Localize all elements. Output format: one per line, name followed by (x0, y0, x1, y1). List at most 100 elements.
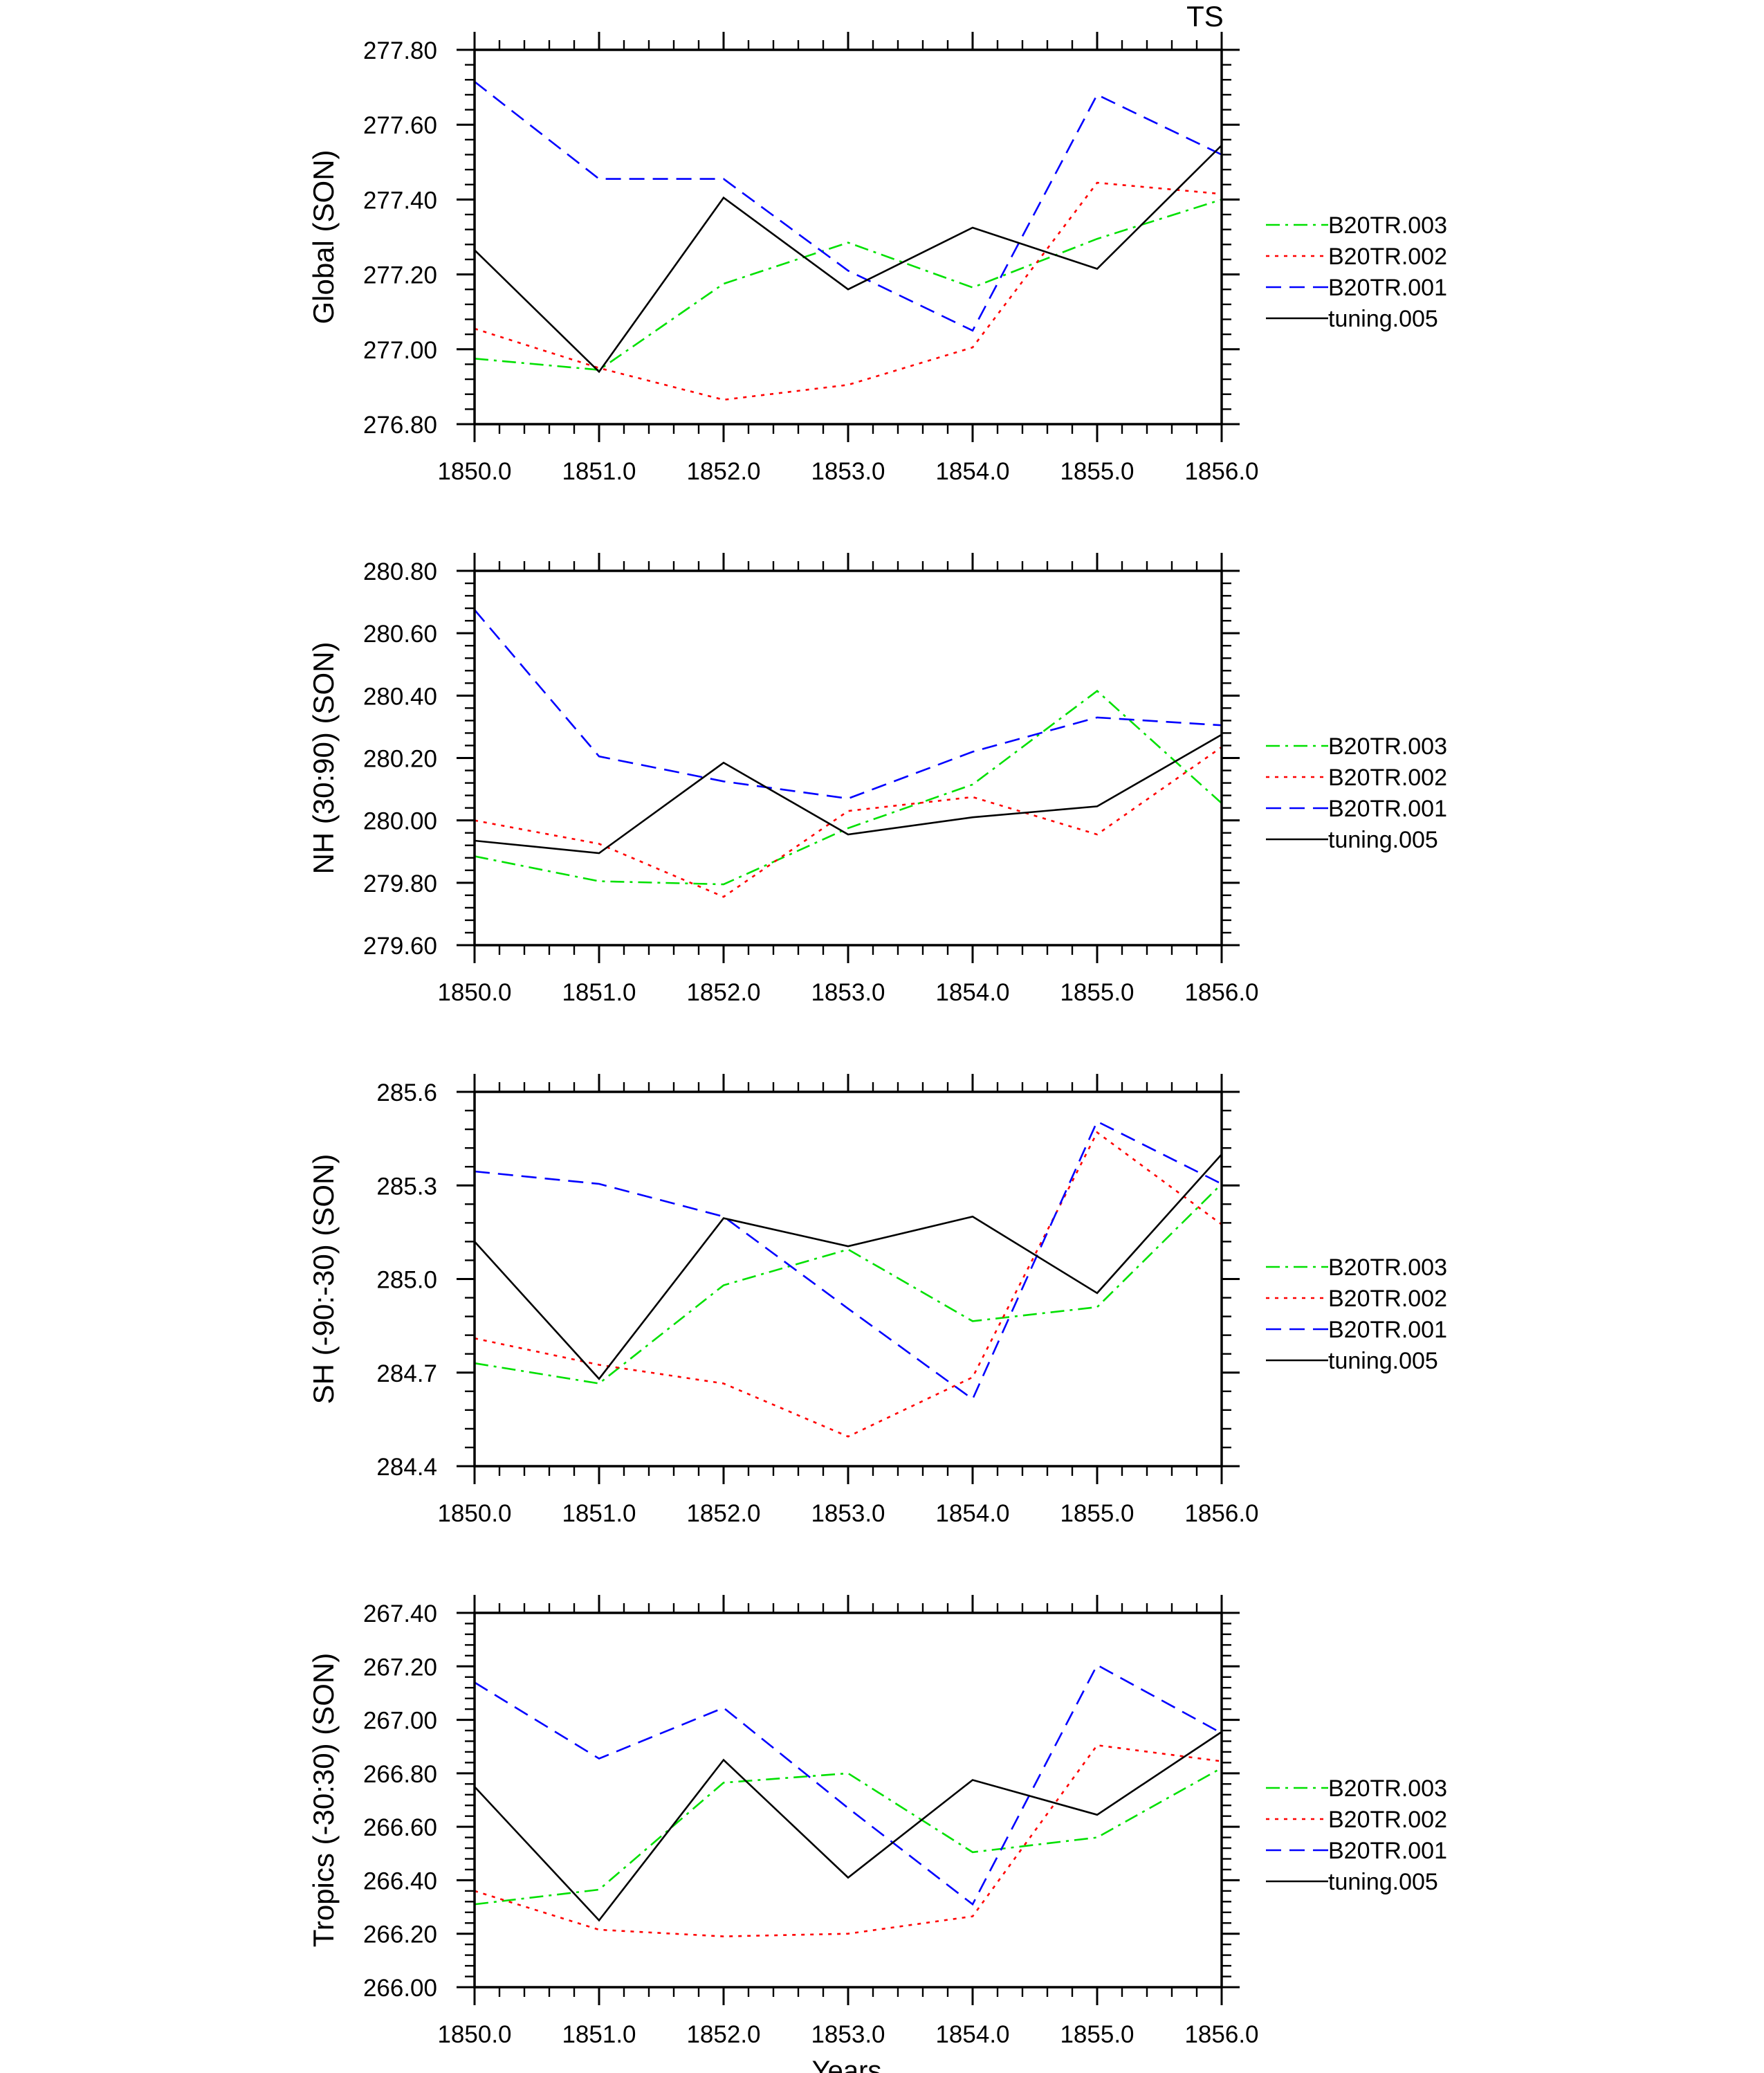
series-line-B20TR.001 (474, 1663, 1222, 1906)
series-group (474, 80, 1222, 401)
legend-label: B20TR.003 (1328, 1775, 1447, 1802)
series-line-B20TR.002 (474, 1131, 1222, 1438)
legend-label: B20TR.001 (1328, 796, 1447, 822)
x-tick-label: 1852.0 (686, 458, 760, 485)
x-tick-label: 1856.0 (1184, 458, 1258, 485)
y-tick-label: 280.00 (363, 808, 437, 835)
x-tick-label: 1852.0 (686, 2021, 760, 2048)
x-tick-label: 1853.0 (811, 2021, 885, 2048)
chart-panel-4: 266.00 266.20 266.40 266.60 266.80 267.00 267.… (307, 1595, 1447, 2048)
series-group (474, 1120, 1222, 1438)
y-axis-title: NH (30:90) (SON) (307, 641, 340, 874)
x-tick-label: 1855.0 (1060, 458, 1134, 485)
y-tick-label: 280.40 (363, 683, 437, 710)
legend-label: tuning.005 (1328, 306, 1438, 332)
x-tick-label: 1854.0 (935, 2021, 1009, 2048)
x-tick-label: 1855.0 (1060, 979, 1134, 1006)
legend: B20TR.003 B20TR.002 B20TR.001 tuning.005 (1266, 1775, 1447, 1895)
legend: B20TR.003 B20TR.002 B20TR.001 tuning.005 (1266, 733, 1447, 853)
series-line-B20TR.001 (474, 609, 1222, 800)
legend-label: B20TR.001 (1328, 275, 1447, 301)
x-tick-label: 1851.0 (562, 1500, 636, 1527)
x-tick-label: 1853.0 (811, 979, 885, 1006)
legend: B20TR.003 B20TR.002 B20TR.001 tuning.005 (1266, 1254, 1447, 1374)
x-tick-label: 1854.0 (935, 458, 1009, 485)
y-tick-label: 266.40 (363, 1867, 437, 1894)
x-tick-label: 1856.0 (1184, 2021, 1258, 2048)
y-tick-label: 279.80 (363, 870, 437, 897)
x-tick-label: 1850.0 (437, 979, 511, 1006)
x-tick-label: 1851.0 (562, 458, 636, 485)
series-line-tuning.005 (474, 1153, 1222, 1380)
x-tick-label: 1850.0 (437, 2021, 511, 2048)
y-tick-label: 285.0 (376, 1267, 437, 1294)
series-line-B20TR.001 (474, 1120, 1222, 1401)
y-tick-label: 267.40 (363, 1600, 437, 1627)
y-axis-title: Global (SON) (307, 149, 340, 324)
x-tick-label: 1853.0 (811, 1500, 885, 1527)
y-tick-label: 277.80 (363, 37, 437, 64)
legend: B20TR.003 B20TR.002 B20TR.001 tuning.005 (1266, 212, 1447, 332)
x-tick-label: 1852.0 (686, 1500, 760, 1527)
legend-label: B20TR.003 (1328, 212, 1447, 239)
series-group (474, 609, 1222, 898)
chart-panel-3: 284.4 284.7 285.0 285.3 285.6 1850.0 1851.0 185… (307, 1074, 1447, 1527)
x-axis-title: Years (812, 2056, 882, 2073)
legend-label: tuning.005 (1328, 1869, 1438, 1895)
y-tick-label: 277.60 (363, 112, 437, 139)
y-tick-label: 266.60 (363, 1814, 437, 1841)
x-tick-label: 1850.0 (437, 458, 511, 485)
x-tick-label: 1854.0 (935, 979, 1009, 1006)
y-tick-label: 285.6 (376, 1079, 437, 1106)
series-line-B20TR.001 (474, 80, 1222, 332)
x-tick-label: 1850.0 (437, 1500, 511, 1527)
y-tick-label: 266.00 (363, 1975, 437, 2002)
legend-label: tuning.005 (1328, 1348, 1438, 1374)
y-tick-label: 280.80 (363, 558, 437, 585)
y-tick-label: 279.60 (363, 933, 437, 960)
x-tick-label: 1854.0 (935, 1500, 1009, 1527)
y-tick-label: 277.00 (363, 337, 437, 364)
y-tick-label: 277.40 (363, 187, 437, 214)
series-line-tuning.005 (474, 1730, 1222, 1922)
x-tick-label: 1856.0 (1184, 1500, 1258, 1527)
y-axis-title: Tropics (-30:30) (SON) (307, 1653, 340, 1948)
y-tick-label: 277.20 (363, 262, 437, 289)
chart-panel-2: 279.60 279.80 280.00 280.20 280.40 280.60 280.… (307, 553, 1447, 1006)
y-tick-label: 280.20 (363, 746, 437, 773)
figure-title: TS (1186, 0, 1224, 33)
x-tick-label: 1853.0 (811, 458, 885, 485)
series-line-B20TR.003 (474, 199, 1222, 371)
y-tick-label: 267.20 (363, 1654, 437, 1681)
legend-label: B20TR.002 (1328, 244, 1447, 270)
legend-label: B20TR.002 (1328, 765, 1447, 791)
y-tick-label: 267.00 (363, 1708, 437, 1735)
series-line-B20TR.002 (474, 181, 1222, 401)
legend-label: B20TR.003 (1328, 1254, 1447, 1281)
series-group (474, 1663, 1222, 1937)
chart-panels: 276.80 277.00 277.20 277.40 277.60 277.80 1850… (307, 32, 1447, 2048)
series-line-B20TR.002 (474, 1744, 1222, 1937)
legend-label: B20TR.001 (1328, 1838, 1447, 1864)
legend-label: B20TR.002 (1328, 1286, 1447, 1312)
x-tick-label: 1855.0 (1060, 2021, 1134, 2048)
legend-label: B20TR.002 (1328, 1807, 1447, 1833)
y-tick-label: 276.80 (363, 412, 437, 439)
chart-panel-1: 276.80 277.00 277.20 277.40 277.60 277.80 1850… (307, 32, 1447, 485)
x-tick-label: 1855.0 (1060, 1500, 1134, 1527)
x-tick-label: 1852.0 (686, 979, 760, 1006)
x-tick-label: 1856.0 (1184, 979, 1258, 1006)
x-tick-label: 1851.0 (562, 979, 636, 1006)
y-axis-title: SH (-90:-30) (SON) (307, 1154, 340, 1405)
y-tick-label: 280.60 (363, 621, 437, 648)
y-tick-label: 266.80 (363, 1761, 437, 1788)
x-tick-label: 1851.0 (562, 2021, 636, 2048)
series-line-B20TR.003 (474, 689, 1222, 886)
y-tick-label: 284.7 (376, 1360, 437, 1387)
series-line-B20TR.002 (474, 746, 1222, 898)
series-line-tuning.005 (474, 145, 1222, 374)
legend-label: B20TR.003 (1328, 733, 1447, 760)
series-line-tuning.005 (474, 733, 1222, 855)
